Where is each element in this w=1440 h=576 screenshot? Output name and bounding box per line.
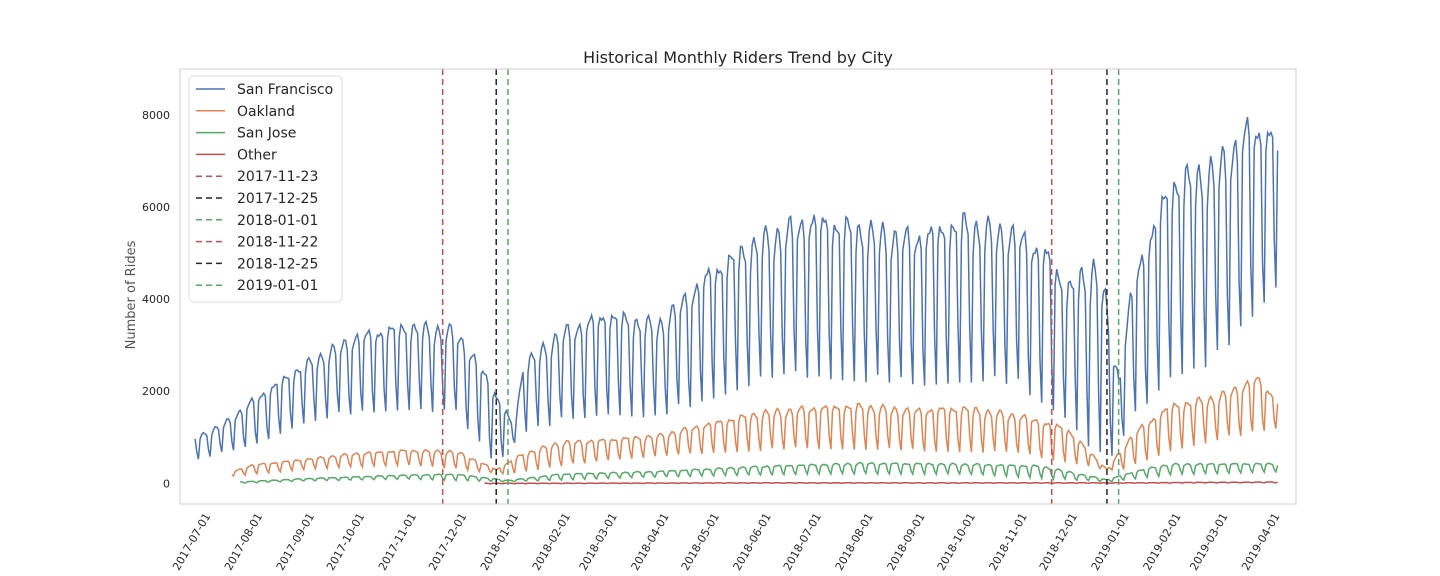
x-tick-label: 2019-01-01 [1089,511,1132,573]
plot-area [194,69,1279,504]
x-tick-label: 2018-11-01 [987,511,1030,573]
y-tick-label: 8000 [142,109,170,122]
y-axis-label: Number of Rides [124,240,139,349]
x-tick-label: 2018-09-01 [885,511,928,573]
y-tick-label: 0 [163,477,170,490]
x-tick-label: 2017-12-01 [426,511,469,573]
x-tick-label: 2018-04-01 [629,511,672,573]
legend-label: San Francisco [237,82,333,98]
y-axis-ticks: 0 2000 4000 6000 8000 [142,109,170,490]
x-axis-ticks: 2017-07-01 2017-08-01 2017-09-01 2017-10-01… [170,511,1282,573]
legend-box [188,75,343,303]
chart-title: Historical Monthly Riders Trend by City [583,48,893,67]
x-tick-label: 2018-07-01 [781,511,824,573]
y-tick-label: 2000 [142,385,170,398]
legend-label: Oakland [237,104,295,120]
x-tick-label: 2018-06-01 [731,511,774,573]
x-tick-label: 2017-11-01 [376,511,419,573]
x-tick-label: 2017-10-01 [324,511,367,573]
x-tick-label: 2018-05-01 [679,511,722,573]
series-line-other [484,481,1278,485]
x-tick-label: 2018-03-01 [577,511,620,573]
series-line-san-francisco [194,116,1279,460]
series-line-oakland [231,377,1279,478]
legend-label: 2019-01-01 [237,278,318,294]
y-tick-label: 4000 [142,293,170,306]
x-tick-label: 2017-08-01 [222,511,265,573]
x-tick-label: 2018-02-01 [530,511,573,573]
y-tick-label: 6000 [142,201,170,214]
x-tick-label: 2018-08-01 [833,511,876,573]
legend: San Francisco Oakland San Jose Other 2017-11… [188,75,343,303]
legend-label: 2018-01-01 [237,213,318,229]
x-tick-label: 2019-04-01 [1239,511,1282,573]
legend-label: 2017-11-23 [237,169,318,185]
x-tick-label: 2018-01-01 [478,511,521,573]
legend-label: 2017-12-25 [237,191,318,207]
legend-label: San Jose [237,126,296,142]
legend-label: 2018-12-25 [237,256,318,272]
series-line-san-jose [240,462,1279,484]
x-tick-label: 2017-07-01 [170,511,213,573]
x-tick-label: 2019-02-01 [1141,511,1184,573]
legend-label: Other [237,147,277,163]
plot-frame [179,68,1297,505]
x-tick-label: 2018-10-01 [935,511,978,573]
legend-label: 2018-11-22 [237,235,318,251]
x-tick-label: 2017-09-01 [274,511,317,573]
x-tick-label: 2019-03-01 [1187,511,1230,573]
x-tick-label: 2018-12-01 [1037,511,1080,573]
